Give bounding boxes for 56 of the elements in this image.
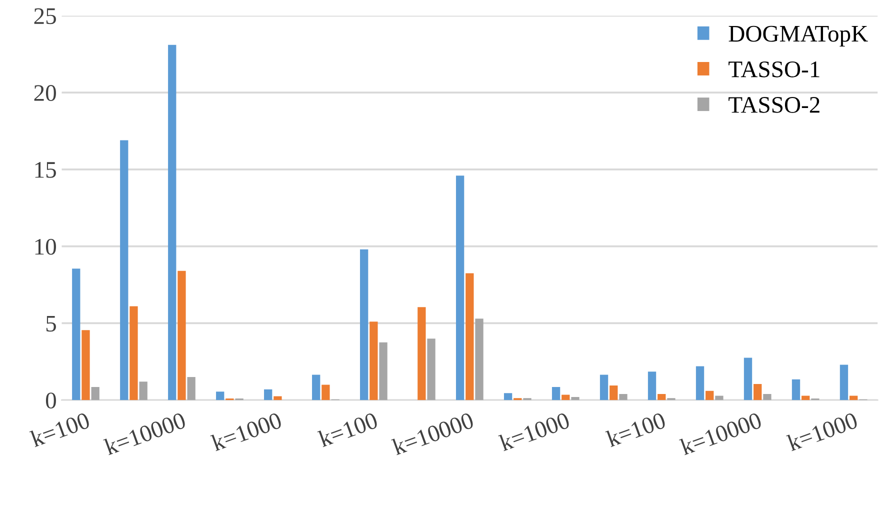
y-tick-label: 0 [46,392,56,409]
x-tick-label: k=100 [605,412,666,448]
bar [120,140,128,400]
bar [418,307,426,400]
x-tick-label: k=1000 [498,412,570,452]
x-tick-label: k=1000 [786,412,858,452]
bar [130,306,138,400]
bar [178,270,186,400]
y-tick-label: 5 [46,316,56,332]
bar [475,318,484,400]
bar [216,392,224,400]
bar [139,382,148,400]
bar [696,366,704,400]
y-tick-label: 25 [34,8,56,24]
bar [763,394,772,400]
x-tick-label: k=100 [29,412,91,448]
bar [850,396,858,400]
bar [379,342,388,400]
bar [610,385,618,400]
bar [274,396,282,400]
bar [82,330,90,400]
bar [658,394,666,400]
y-tick-label: 20 [34,85,56,101]
bar [552,387,560,400]
bar [840,364,848,400]
legend-label: TASSO-2 [728,97,820,113]
x-tick-label: k=1000 [210,412,283,452]
bar [456,176,464,400]
bar [792,379,800,400]
bar [744,358,752,400]
bar [619,394,628,400]
bar [168,44,176,400]
bar [322,384,330,400]
bar [370,322,378,400]
legend-label: DOGMATopK [728,26,868,47]
bar [312,374,320,400]
bar [562,394,570,400]
bar [571,397,580,400]
bar [466,273,474,400]
bar [754,384,762,400]
y-tick-label: 15 [35,162,56,178]
bar [648,372,656,400]
bar [427,338,436,400]
bar [715,396,724,400]
bar [600,374,608,400]
bar [72,268,80,400]
bar [360,249,368,400]
x-tick-label: k=100 [317,412,379,448]
bar [91,387,100,400]
bar [802,396,810,400]
bar [504,393,512,400]
legend-label: TASSO-1 [728,61,820,78]
y-tick-label: 10 [35,238,56,255]
bar [264,389,272,400]
bar [706,390,714,400]
bar [187,377,196,400]
